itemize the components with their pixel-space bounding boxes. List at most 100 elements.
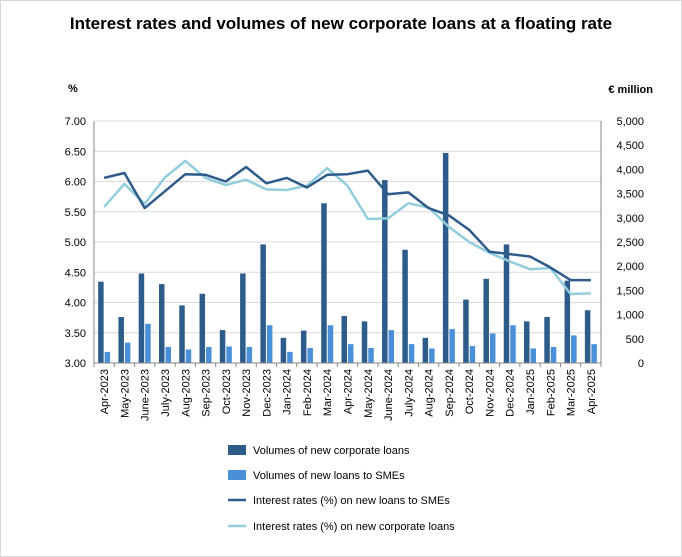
left-tick-label: 6.50 xyxy=(65,146,86,158)
bar-corporate-volume xyxy=(463,299,469,363)
bar-corporate-volume xyxy=(280,337,287,363)
bar-sme-volume xyxy=(165,347,171,363)
x-tick-label: Jan-2024 xyxy=(282,369,294,415)
bar-corporate-volume xyxy=(341,316,347,363)
x-tick-label: Nov-2023 xyxy=(241,369,253,417)
x-tick-label: Oct-2024 xyxy=(464,369,476,414)
bar-corporate-volume xyxy=(382,180,388,363)
left-axis-unit: % xyxy=(68,83,78,95)
x-tick-label: July-2024 xyxy=(403,369,415,417)
left-tick-label: 3.50 xyxy=(65,328,86,340)
bar-corporate-volume xyxy=(199,293,206,363)
right-tick-label: 3,500 xyxy=(616,189,644,201)
right-tick-label: 5,000 xyxy=(616,116,644,128)
x-tick-label: Dec-2024 xyxy=(505,369,517,417)
right-tick-label: 0 xyxy=(638,358,644,370)
bar-sme-volume xyxy=(348,344,354,363)
x-tick-label: Aug-2023 xyxy=(180,369,192,417)
bar-sme-volume xyxy=(368,347,374,363)
x-tick-label: July-2023 xyxy=(160,369,172,417)
bar-sme-volume xyxy=(388,330,395,363)
line-corporate-rate xyxy=(103,159,591,296)
bar-sme-volume xyxy=(246,347,253,363)
bar-corporate-volume xyxy=(584,310,591,363)
x-tick-label: Dec-2023 xyxy=(261,369,273,417)
bar-corporate-volume xyxy=(240,273,246,363)
axes-layer: 7.00 6.50 6.00 5.50 5.00 4.50 4.00 3.50 3.00 5,00… xyxy=(65,116,644,421)
left-tick-label: 6.00 xyxy=(65,177,86,189)
x-tick-label: Oct-2023 xyxy=(221,369,233,414)
x-tick-label: Feb-2025 xyxy=(545,369,557,416)
bar-sme-volume xyxy=(226,346,232,363)
left-tick-label: 7.00 xyxy=(65,116,86,128)
right-tick-label: 2,000 xyxy=(616,261,644,273)
x-tick-label: June-2024 xyxy=(383,369,395,421)
bar-corporate-volume xyxy=(98,281,104,363)
chart-title: Interest rates and volumes of new corpor… xyxy=(70,14,612,33)
bar-sme-volume xyxy=(591,344,597,363)
legend-label: Interest rates (%) on new corporate loan… xyxy=(253,521,455,533)
left-tick-label: 4.00 xyxy=(65,298,86,310)
bar-sme-volume xyxy=(266,325,273,363)
line-sme-rate xyxy=(103,165,591,282)
right-tick-label: 1,000 xyxy=(616,310,644,322)
bar-corporate-volume xyxy=(402,249,408,363)
bar-corporate-volume xyxy=(422,337,429,363)
x-tick-label: Aug-2024 xyxy=(424,369,436,417)
left-tick-label: 5.00 xyxy=(65,237,86,249)
legend-swatch xyxy=(228,470,246,480)
bar-corporate-volume xyxy=(544,317,550,363)
legend-swatch xyxy=(228,445,246,455)
gridlines xyxy=(94,120,601,334)
right-tick-label: 500 xyxy=(626,334,644,346)
bars-layer xyxy=(98,152,597,363)
legend-label: Volumes of new loans to SMEs xyxy=(253,470,405,482)
bar-sme-volume xyxy=(408,344,415,363)
x-tick-label: Feb-2024 xyxy=(302,369,314,416)
bar-corporate-volume xyxy=(503,244,510,363)
left-tick-label: 4.50 xyxy=(65,267,86,279)
bar-corporate-volume xyxy=(524,321,530,363)
bar-corporate-volume xyxy=(219,330,226,363)
x-tick-label: Nov-2024 xyxy=(484,369,496,417)
bar-corporate-volume xyxy=(564,280,571,363)
bar-corporate-volume xyxy=(483,278,489,363)
bar-corporate-volume xyxy=(321,203,327,363)
right-tick-label: 4,500 xyxy=(616,140,644,152)
left-tick-label: 3.00 xyxy=(65,358,86,370)
x-tick-label: Apr-2024 xyxy=(343,369,355,414)
right-tick-label: 4,000 xyxy=(616,164,644,176)
x-tick-label: Jan-2025 xyxy=(525,369,537,415)
x-tick-label: Sep-2023 xyxy=(201,369,213,417)
x-tick-label: Sep-2024 xyxy=(444,369,456,417)
bar-sme-volume xyxy=(206,347,212,363)
bar-corporate-volume xyxy=(179,305,185,363)
legend-label: Volumes of new corporate loans xyxy=(253,445,410,457)
bar-sme-volume xyxy=(327,325,334,363)
right-tick-label: 2,500 xyxy=(616,237,644,249)
bar-corporate-volume xyxy=(300,330,307,363)
bar-sme-volume xyxy=(429,348,435,363)
x-tick-label: May-2023 xyxy=(119,369,131,418)
bar-corporate-volume xyxy=(118,317,124,363)
bar-sme-volume xyxy=(287,351,293,363)
bar-corporate-volume xyxy=(138,273,145,363)
bar-sme-volume xyxy=(124,342,131,363)
bar-sme-volume xyxy=(145,323,151,363)
legend: Volumes of new corporate loans Volumes of… xyxy=(228,445,455,533)
x-tick-label: Apr-2023 xyxy=(99,369,111,414)
bar-corporate-volume xyxy=(158,284,165,363)
legend-label: Interest rates (%) on new loans to SMEs xyxy=(253,495,450,507)
x-tick-label: Mar-2024 xyxy=(322,369,334,416)
bar-sme-volume xyxy=(104,351,111,363)
bar-sme-volume xyxy=(571,335,577,363)
x-tick-label: June-2023 xyxy=(140,369,152,421)
bar-sme-volume xyxy=(550,347,557,363)
x-tick-label: May-2024 xyxy=(363,369,375,418)
bar-sme-volume xyxy=(510,325,516,363)
x-tick-label: Mar-2025 xyxy=(566,369,578,416)
lines-layer xyxy=(103,159,591,296)
bar-sme-volume xyxy=(489,333,496,363)
bar-sme-volume xyxy=(307,347,313,363)
